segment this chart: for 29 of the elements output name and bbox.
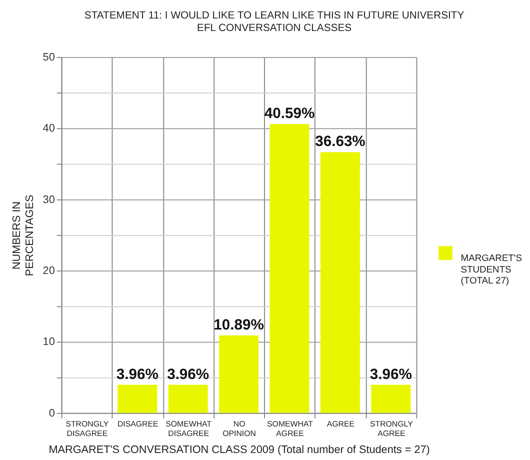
bar: [219, 335, 259, 413]
bar: [371, 384, 411, 413]
x-axis-title: MARGARET'S CONVERSATION CLASS 2009 (Total number of Students = 27): [48, 444, 430, 456]
bar: [168, 384, 208, 413]
data-label: 3.96%: [116, 366, 158, 383]
bar: [270, 124, 310, 413]
y-tick-label: 50: [42, 51, 55, 64]
data-label: 3.96%: [167, 366, 210, 383]
data-label: 40.59%: [264, 106, 315, 122]
bar: [118, 384, 158, 413]
data-label: 36.63%: [315, 134, 366, 150]
x-tick-label: SOMEWHAT AGREE: [267, 419, 314, 438]
data-label: 10.89%: [214, 317, 264, 334]
x-tick-label: DISAGREE: [117, 419, 158, 428]
x-tick-label: AGREE: [326, 419, 355, 428]
x-tick-label: SOMEWHAT DISAGREE: [166, 419, 212, 438]
y-tick-label: 40: [42, 122, 55, 135]
x-tick-label: STRONGLY AGREE: [370, 419, 414, 438]
y-axis-title: NUMBERS IN PERCENTAGES: [11, 194, 36, 276]
x-tick-label: STRONGLY DISAGREE: [66, 419, 110, 438]
y-tick-label: 20: [42, 265, 55, 278]
data-label: 3.96%: [370, 366, 412, 383]
y-tick-label: 10: [42, 336, 55, 348]
x-tick-label: NO OPINION: [222, 419, 256, 438]
legend-label: MARGARET'S STUDENTS (TOTAL 27): [460, 252, 522, 286]
bar: [320, 152, 360, 413]
y-tick-label: 30: [42, 194, 55, 206]
y-tick-label: 0: [48, 407, 55, 420]
chart-title: STATEMENT 11: I WOULD LIKE TO LEARN LIKE THIS IN FUTURE UNIVERSITY EFL CONVERSATION CLASSES: [84, 10, 464, 34]
